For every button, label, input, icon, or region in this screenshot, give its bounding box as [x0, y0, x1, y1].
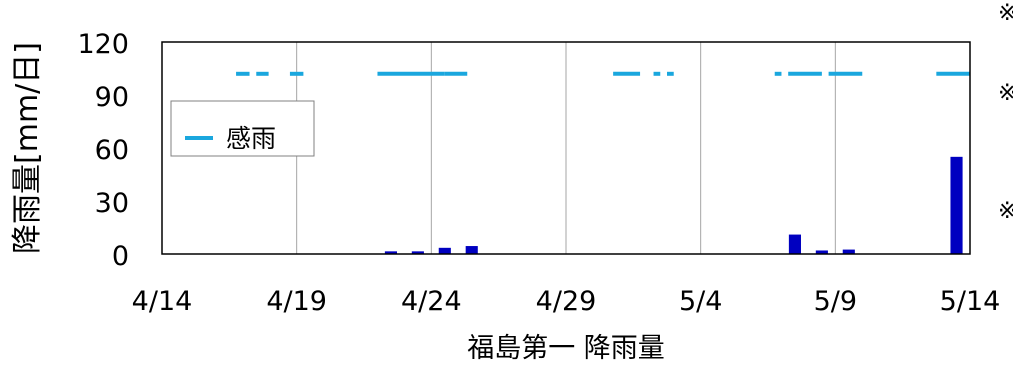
x-tick-label: 5/9 [814, 286, 857, 317]
rainfall-bar [384, 251, 397, 254]
y-tick-label: 30 [95, 188, 129, 219]
legend: 感雨 [170, 100, 315, 157]
side-note: ※ [998, 199, 1013, 224]
x-tick-label: 5/4 [679, 286, 722, 317]
rainfall-bar [788, 234, 801, 254]
rainfall-bar [815, 250, 828, 254]
side-note: ※ [998, 1, 1013, 26]
legend-box [170, 100, 315, 157]
rainfall-bar [842, 249, 855, 254]
side-note: ※ [998, 81, 1013, 106]
y-tick-label: 120 [77, 29, 129, 60]
side-notes: ※ ※ ※ [998, 1, 1013, 224]
x-tick-label: 5/14 [940, 286, 1001, 317]
x-tick-labels: 4/14 4/19 4/24 4/29 5/4 5/9 5/14 [132, 286, 1001, 317]
gridlines [296, 42, 836, 254]
rainfall-bar [411, 251, 424, 254]
x-tick-label: 4/19 [266, 286, 327, 317]
x-axis-label: 福島第一 降雨量 [467, 333, 665, 364]
rainfall-bars [384, 156, 963, 254]
x-tick-label: 4/29 [536, 286, 597, 317]
y-tick-label: 60 [95, 135, 129, 166]
legend-label: 感雨 [226, 124, 276, 153]
x-tick-label: 4/24 [401, 286, 462, 317]
rainfall-bar [950, 156, 963, 254]
rainfall-bar [465, 246, 478, 254]
y-tick-label: 0 [112, 241, 129, 272]
x-tick-label: 4/14 [132, 286, 193, 317]
y-axis-label: 降雨量[mm/日] [10, 42, 45, 254]
y-tick-label: 90 [95, 82, 129, 113]
rainfall-bar [438, 247, 451, 254]
plot-frame [161, 41, 971, 255]
y-tick-labels: 0 30 60 90 120 [77, 29, 129, 272]
